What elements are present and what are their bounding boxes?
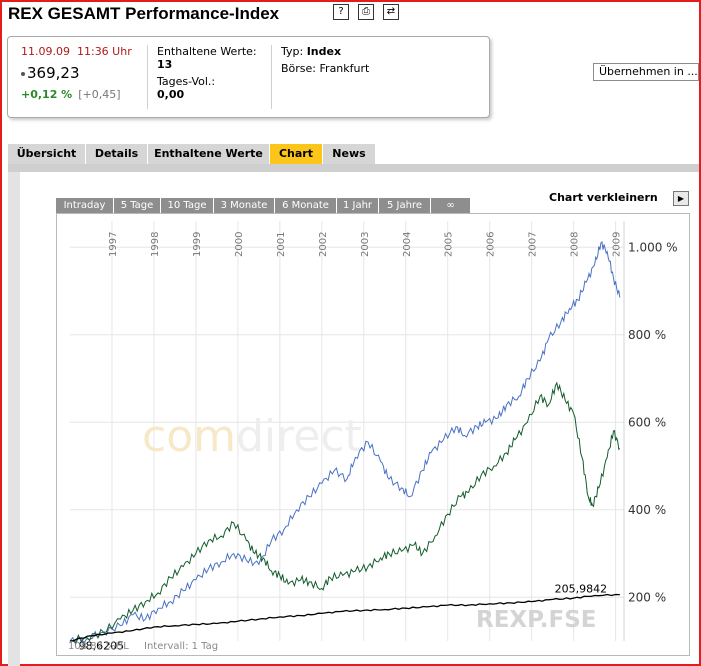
exchange-label: Börse:: [281, 62, 317, 75]
chart-annotations: 98,6205 205,9842: [79, 583, 608, 653]
x-tick-label: 2004: [402, 232, 413, 257]
period-10-days[interactable]: 10 Tage: [161, 198, 214, 213]
tab-constituents[interactable]: Enthaltene Werte: [148, 144, 270, 164]
y-tick-label: 200 %: [628, 590, 666, 604]
data-label: 205,9842: [555, 583, 608, 596]
x-tick-label: 2007: [528, 232, 539, 257]
footer-hl-label: 108,87 %HL: [68, 641, 129, 652]
y-axis-labels: 200 % 400 % 600 % 800 % 1.000 %: [628, 240, 678, 604]
print-icon[interactable]: ⎙: [358, 4, 374, 20]
period-intraday[interactable]: Intraday: [56, 198, 114, 213]
symbol-label: REXP.FSE: [476, 607, 597, 633]
x-axis-labels: 1997 1998 1999 2000 2001 2002 2003 2004 2005 2006…: [108, 232, 623, 257]
tab-overview[interactable]: Übersicht: [8, 144, 86, 164]
divider: [147, 45, 148, 109]
y-tick-label: 400 %: [628, 503, 666, 517]
performance-chart: com direct 1997 1998 1999 2000 2001 2002 2003 20…: [68, 221, 678, 653]
tab-underline: [8, 164, 699, 172]
page-title: REX GESAMT Performance-Index: [8, 4, 280, 23]
quote-info-box: 11.09.09 11:36 Uhr 369,23 +0,12 % [+0,45]…: [7, 36, 490, 118]
help-icon[interactable]: ?: [333, 4, 349, 20]
x-tick-label: 1997: [108, 232, 119, 257]
quote-price-value: 369,23: [27, 64, 80, 82]
chart-watermark: com direct: [142, 411, 362, 462]
x-tick-label: 2000: [234, 232, 245, 257]
series-line-2: [69, 593, 620, 642]
x-tick-label: 1999: [192, 232, 203, 257]
type-label: Typ:: [281, 45, 304, 58]
transfer-select[interactable]: Übernehmen in ...: [593, 63, 699, 81]
volume-value: 0,00: [157, 88, 185, 101]
period-6-months[interactable]: 6 Monate: [275, 198, 337, 213]
period-max[interactable]: ∞: [431, 198, 471, 213]
x-tick-label: 2006: [486, 232, 497, 257]
y-tick-label: 800 %: [628, 328, 666, 342]
watermark-part-2: direct: [236, 411, 362, 462]
quote-change-abs: [+0,45]: [78, 88, 121, 101]
contained-label: Enthaltene Werte:: [157, 45, 257, 58]
x-tick-label: 2003: [360, 232, 371, 257]
chart-footer: REXP.FSE 108,87 %HL Intervall: 1 Tag: [68, 607, 597, 652]
play-icon[interactable]: ▶: [673, 191, 689, 206]
x-tick-label: 2009: [612, 232, 623, 257]
chart-grid: [70, 221, 625, 641]
series-line-0: [69, 241, 621, 646]
exchange-value: Frankfurt: [319, 62, 370, 75]
contained-value: 13: [157, 58, 173, 71]
quote-change-pct: +0,12 %: [21, 88, 73, 101]
chart-series: [69, 241, 621, 646]
y-tick-label: 1.000 %: [628, 240, 678, 254]
tab-chart[interactable]: Chart: [270, 144, 323, 164]
quote-date: 11.09.09: [21, 45, 70, 58]
x-tick-label: 2001: [276, 232, 287, 257]
x-tick-label: 2002: [318, 232, 329, 257]
series-line-1: [70, 381, 621, 643]
quote-datetime: 11.09.09 11:36 Uhr: [21, 45, 132, 58]
footer-interval-label: Intervall: 1 Tag: [144, 641, 218, 652]
volume-label: Tages-Vol.:: [157, 75, 216, 88]
watermark-part-1: com: [142, 411, 236, 462]
quote-time: 11:36 Uhr: [76, 45, 132, 58]
period-5-days[interactable]: 5 Tage: [114, 198, 161, 213]
quote-price: 369,23: [21, 64, 132, 82]
type-value: Index: [306, 45, 342, 58]
x-tick-label: 2005: [444, 232, 455, 257]
period-1-year[interactable]: 1 Jahr: [337, 198, 379, 213]
x-tick-label: 1998: [150, 232, 161, 257]
tab-news[interactable]: News: [323, 144, 376, 164]
quote-change: +0,12 % [+0,45]: [21, 88, 132, 101]
refresh-icon[interactable]: ⇄: [383, 4, 399, 20]
period-3-months[interactable]: 3 Monate: [214, 198, 275, 213]
tab-details[interactable]: Details: [86, 144, 148, 164]
period-5-years[interactable]: 5 Jahre: [379, 198, 431, 213]
bullet-icon: [21, 71, 25, 76]
divider: [271, 45, 272, 109]
y-tick-label: 600 %: [628, 415, 666, 429]
panel-left-border: [8, 172, 20, 666]
data-label: 98,6205: [79, 640, 125, 653]
x-tick-label: 2008: [570, 232, 581, 257]
chart-shrink-label[interactable]: Chart verkleinern: [549, 191, 658, 204]
